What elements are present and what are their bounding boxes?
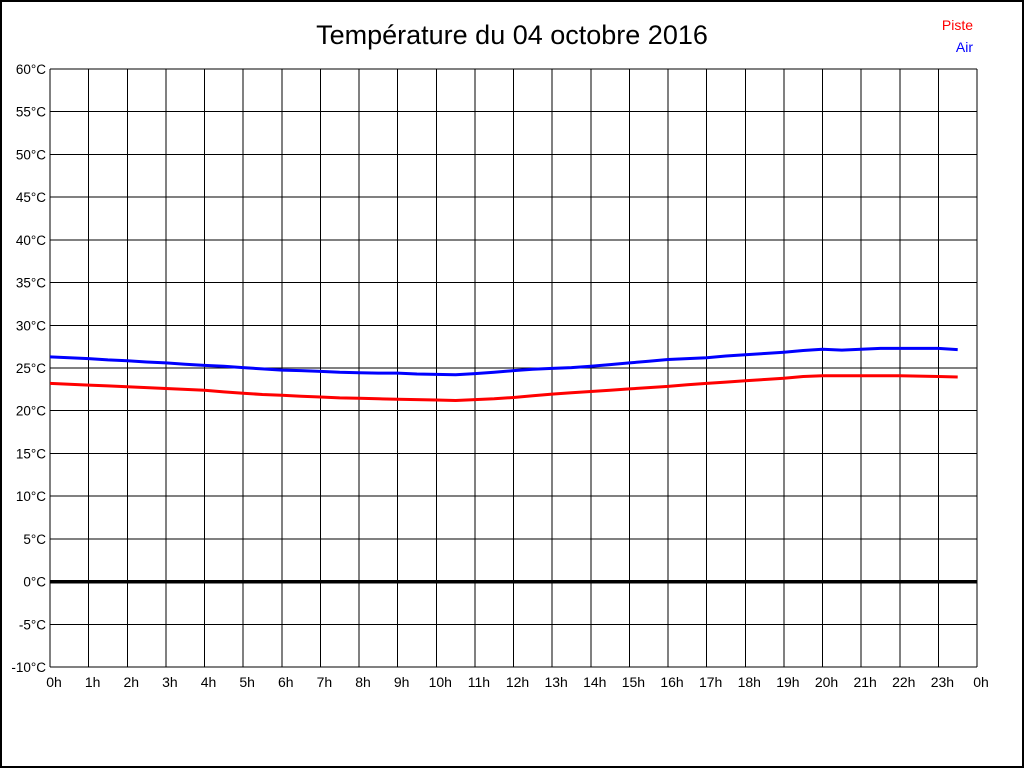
x-tick-label: 18h [738,674,761,690]
x-tick-label: 12h [506,674,529,690]
x-tick-label: 8h [355,674,371,690]
x-tick-label: 1h [85,674,101,690]
y-tick-label: 50°C [16,147,46,162]
y-tick-label: -5°C [19,617,46,632]
x-tick-label: 19h [776,674,799,690]
x-tick-label: 10h [429,674,452,690]
y-tick-label: 40°C [16,233,46,248]
y-tick-label: 10°C [16,489,46,504]
y-tick-label: 45°C [16,190,46,205]
x-tick-label: 23h [931,674,954,690]
x-tick-label: 13h [544,674,567,690]
x-tick-label: 22h [892,674,915,690]
x-tick-label: 6h [278,674,294,690]
x-tick-label: 4h [201,674,217,690]
x-tick-label: 20h [815,674,838,690]
y-tick-label: 60°C [16,62,46,77]
x-tick-label: 14h [583,674,606,690]
y-tick-label: 0°C [23,575,46,590]
y-tick-label: 25°C [16,361,46,376]
y-tick-label: 55°C [16,105,46,120]
y-tick-label: 30°C [16,318,46,333]
x-tick-label: 3h [162,674,178,690]
x-tick-label: 17h [699,674,722,690]
legend-item-air: Air [955,39,973,55]
x-tick-label: 0h [46,674,62,690]
chart-title: Température du 04 octobre 2016 [316,20,708,50]
legend-item-piste: Piste [941,17,973,33]
y-tick-label: 5°C [23,532,46,547]
x-tick-label: 9h [394,674,410,690]
x-tick-label: 5h [239,674,255,690]
y-tick-label: 20°C [16,404,46,419]
chart-legend: Piste Air [942,14,973,58]
x-tick-label: 16h [660,674,683,690]
x-tick-label: 7h [317,674,333,690]
x-tick-label: 2h [123,674,139,690]
y-tick-label: -10°C [11,660,46,675]
piste-temperature-line [49,374,958,402]
x-tick-label: 15h [622,674,645,690]
x-tick-label: 0h [973,674,989,690]
x-tick-label: 21h [853,674,876,690]
x-tick-label: 11h [468,674,490,690]
air-temperature-line [49,346,958,377]
y-tick-label: 15°C [16,446,46,461]
y-tick-label: 35°C [16,276,46,291]
